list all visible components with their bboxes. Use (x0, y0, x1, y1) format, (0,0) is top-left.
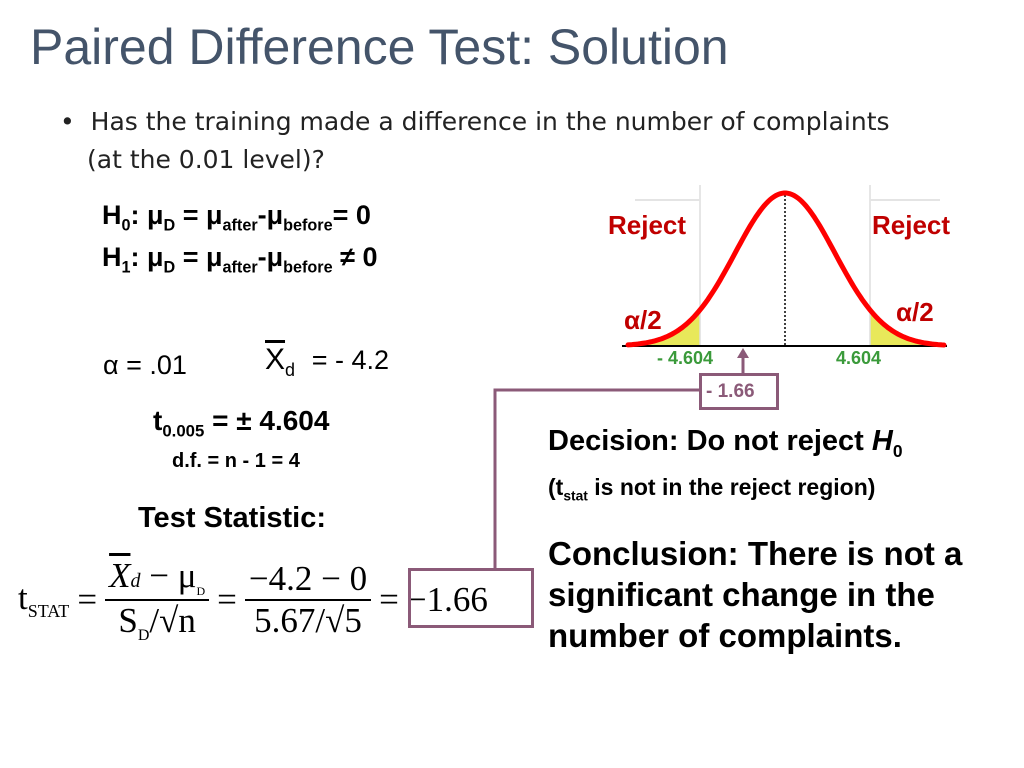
mean-difference: Xd = - 4.2 (265, 343, 389, 380)
reject-right-label: Reject (872, 210, 951, 240)
tstat-result: −1.66 (406, 580, 488, 619)
alpha-half-left: α/2 (624, 305, 662, 335)
test-statistic-label: Test Statistic: (138, 502, 327, 534)
alt-hypothesis: H1: μD = μafter-μbefore ≠ 0 (102, 242, 378, 277)
tstat-marker-label: - 1.66 (706, 381, 755, 402)
reject-left-label: Reject (608, 210, 687, 240)
alpha-value: α = .01 (103, 350, 187, 380)
right-tail-area (870, 309, 944, 346)
decision: Decision: Do not reject H0 (548, 425, 903, 461)
critical-value: t0.005 = ± 4.604 (153, 405, 330, 441)
bullet-dot: • (60, 107, 75, 136)
decision-reason: (tstat is not in the reject region) (548, 474, 876, 504)
test-statistic-formula: tSTAT = Xd − μD SD/√n = −4.2 − 0 5.67/√5 =… (18, 555, 488, 644)
critical-right-label: 4.604 (836, 348, 882, 368)
conclusion: Conclusion: There is not a significant ch… (548, 535, 963, 654)
distribution-curve (625, 190, 947, 348)
question-line-1: Has the training made a difference in th… (90, 107, 890, 136)
connector-line (493, 388, 699, 568)
critical-left-label: - 4.604 (657, 348, 714, 368)
tstat-marker-box (699, 373, 779, 410)
page-title: Paired Difference Test: Solution (30, 19, 729, 75)
null-hypothesis: H0: μD = μafter-μbefore= 0 (102, 200, 371, 235)
tstat-arrowhead (737, 348, 749, 358)
bullet-question: • Has the training made a difference in … (60, 103, 890, 179)
result-box (408, 568, 534, 628)
alpha-half-right: α/2 (896, 297, 934, 327)
degrees-of-freedom: d.f. = n - 1 = 4 (172, 450, 300, 472)
question-line-2: (at the 0.01 level)? (87, 145, 325, 174)
left-tail-area (628, 309, 700, 346)
